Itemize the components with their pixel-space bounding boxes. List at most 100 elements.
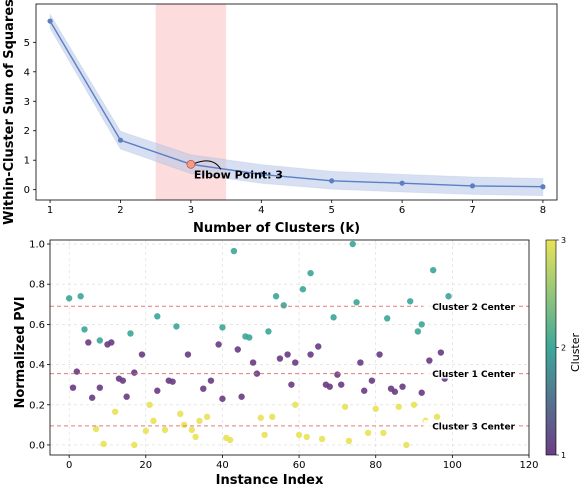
scatter-point-cluster-3 (410, 401, 418, 408)
scatter-background (50, 240, 529, 455)
scatter-point-cluster-3 (372, 405, 379, 412)
scatter-point-cluster-2 (265, 328, 272, 335)
scatter-point-cluster-1 (249, 359, 257, 366)
scatter-point-cluster-3 (380, 429, 387, 437)
scatter-point-cluster-3 (433, 413, 441, 421)
x-axis-label: Instance Index (216, 473, 324, 488)
data-point (540, 184, 546, 190)
scatter-point-cluster-1 (215, 341, 222, 348)
scatter-point-cluster-3 (345, 437, 353, 445)
elbow-chart: Elbow Point: 3 1 2 3 4 5 6 7 8 0 1 2 3 4 5 Number of Cl… (2, 0, 558, 236)
scatter-point-cluster-3 (364, 429, 372, 437)
y-tick-label: 0.0 (29, 440, 45, 451)
scatter-point-cluster-2 (127, 330, 134, 337)
scatter-point-cluster-2 (246, 334, 253, 341)
scatter-point-cluster-2 (330, 314, 337, 321)
y-tick-label: 0.8 (29, 280, 45, 291)
scatter-point-cluster-2 (230, 247, 238, 255)
scatter-point-cluster-3 (180, 421, 188, 429)
scatter-point-cluster-2 (445, 293, 452, 300)
scatter-point-cluster-2 (77, 293, 84, 300)
y-tick-label: 2 (24, 126, 30, 137)
pvi-scatter-chart: Cluster 2 Center Cluster 1 Center Cluster … (13, 240, 539, 488)
x-tick-label: 4 (258, 205, 264, 216)
scatter-point-cluster-1 (418, 389, 425, 396)
scatter-point-cluster-3 (131, 441, 138, 449)
scatter-point-cluster-2 (307, 269, 314, 277)
elbow-arrow (194, 160, 222, 170)
scatter-point-cluster-1 (69, 384, 77, 391)
colorbar-label: Cluster (569, 333, 582, 373)
scatter-point-cluster-1 (200, 385, 207, 392)
y-tick-label: 0.6 (29, 320, 45, 331)
x-tick-label: 40 (216, 460, 229, 471)
scatter-point-cluster-1 (288, 381, 295, 388)
scatter-point-cluster-1 (307, 351, 314, 358)
scatter-point-cluster-1 (138, 351, 146, 358)
scatter-point-cluster-2 (173, 323, 180, 330)
x-tick-label: 7 (469, 205, 475, 216)
data-point (469, 183, 476, 189)
scatter-point-cluster-2 (349, 240, 356, 248)
colorbar-gradient (545, 239, 557, 456)
colorbar: 1 2 3 Cluster (545, 236, 582, 460)
cluster-center-label: Cluster 3 Center (432, 422, 515, 432)
colorbar-tick-label: 2 (561, 344, 566, 353)
scatter-point-cluster-2 (418, 321, 425, 328)
scatter-point-cluster-1 (437, 349, 445, 356)
scatter-point-cluster-1 (219, 395, 226, 402)
scatter-point-cluster-2 (280, 302, 287, 309)
x-tick-label: 120 (519, 460, 538, 471)
scatter-point-cluster-1 (338, 381, 345, 388)
scatter-point-cluster-1 (238, 393, 245, 400)
scatter-point-cluster-2 (154, 313, 161, 320)
confidence-band (49, 12, 544, 197)
scatter-point-cluster-2 (414, 328, 422, 335)
scatter-point-cluster-3 (161, 426, 169, 434)
scatter-point-cluster-1 (234, 346, 241, 353)
x-tick-label: 3 (188, 205, 194, 216)
x-tick-label: 2 (117, 205, 123, 216)
scatter-point-cluster-1 (399, 383, 406, 390)
elbow-plot-area (47, 4, 546, 200)
scatter-point-cluster-1 (326, 383, 333, 390)
scatter-point-cluster-2 (384, 315, 391, 322)
scatter-point-cluster-3 (188, 426, 195, 434)
scatter-point-cluster-1 (334, 371, 341, 378)
y-tick-label: 0.2 (29, 400, 45, 411)
scatter-point-cluster-3 (111, 408, 119, 415)
scatter-point-cluster-3 (100, 440, 107, 448)
scatter-point-cluster-2 (353, 299, 360, 306)
scatter-point-cluster-3 (142, 427, 149, 435)
elbow-annotation: Elbow Point: 3 (194, 168, 283, 181)
scatter-point-cluster-1 (368, 377, 376, 384)
scatter-point-cluster-1 (131, 369, 138, 376)
y-tick-label: 1 (24, 156, 30, 167)
scatter-point-cluster-1 (88, 394, 96, 401)
x-tick-label: 60 (293, 460, 306, 471)
scatter-point-cluster-3 (146, 401, 153, 408)
scatter-point-cluster-2 (407, 298, 414, 305)
x-tick-label: 5 (329, 205, 335, 216)
scatter-frame (49, 239, 530, 456)
scatter-point-cluster-1 (361, 387, 368, 394)
y-tick-label: 1.0 (29, 240, 45, 251)
scatter-point-cluster-3 (292, 401, 299, 408)
scatter-point-cluster-1 (123, 393, 130, 400)
scatter-point-cluster-1 (426, 357, 433, 364)
scatter-point-cluster-2 (430, 266, 437, 274)
y-tick-label: 0 (24, 185, 30, 196)
scatter-point-cluster-1 (315, 343, 322, 350)
elbow-marker (186, 160, 196, 169)
scatter-point-cluster-1 (391, 388, 399, 395)
scatter-point-cluster-3 (261, 431, 268, 439)
scatter-point-cluster-3 (177, 410, 184, 418)
scatter-point-cluster-3 (203, 413, 211, 421)
x-tick-label: 80 (369, 460, 382, 471)
x-tick-label: 6 (399, 205, 405, 216)
y-axis-label: Normalized PVI (13, 296, 28, 408)
y-tick-label: 0.4 (29, 360, 45, 371)
scatter-point-cluster-1 (207, 377, 215, 384)
data-point (329, 178, 335, 184)
scatter-point-cluster-2 (81, 326, 88, 333)
